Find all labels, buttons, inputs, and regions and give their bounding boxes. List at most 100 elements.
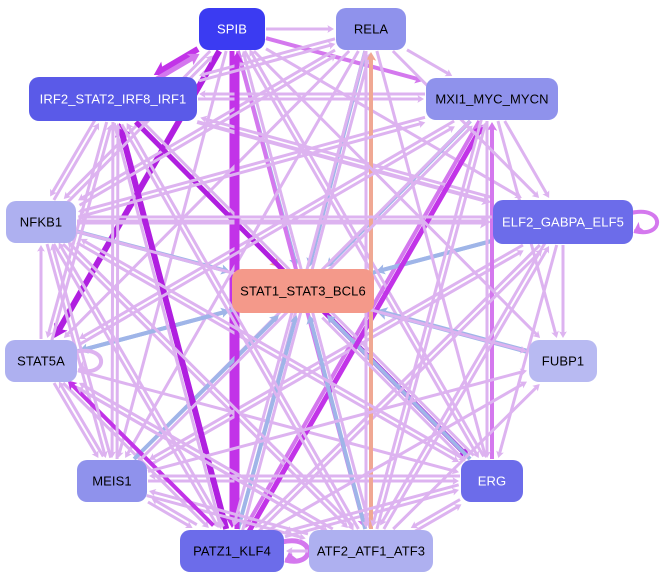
edge-STAT1_STAT3_BCL6-to-PATZ1_KLF4 (231, 312, 294, 527)
edge-MEIS1-to-PATZ1_KLF4 (147, 500, 193, 529)
node-background[interactable] (309, 530, 433, 572)
arrowhead-icon (78, 193, 86, 201)
arrowhead-icon (58, 381, 66, 390)
arrowhead-icon (306, 315, 317, 325)
edge-line (375, 125, 487, 530)
arrowhead-icon (79, 382, 87, 390)
edge-STAT5A-to-NFKB1 (37, 245, 45, 339)
arrowhead-icon (452, 477, 459, 485)
edge-NFKB1-to-ATF2_ATF1_ATF3 (62, 242, 348, 528)
node-MEIS1[interactable]: MEIS1 (77, 460, 147, 502)
edge-IRF2_STAT2_IRF8_IRF1-to-STAT5A (45, 121, 109, 338)
arrowhead-icon (50, 243, 58, 252)
arrowhead-icon (211, 520, 219, 528)
edge-line (83, 239, 464, 460)
edge-STAT5A-to-IRF2_STAT2_IRF8_IRF1 (50, 124, 114, 341)
arrowhead-icon (519, 368, 527, 377)
node-SPIB[interactable]: SPIB (199, 8, 265, 50)
arrowhead-icon (200, 115, 208, 124)
edge-line (151, 243, 524, 460)
arrowhead-icon (531, 190, 540, 198)
arrowhead-icon (542, 246, 550, 254)
edge-line (52, 243, 218, 526)
edge-line (252, 49, 539, 337)
edge-line (147, 370, 524, 473)
arrowhead-icon (50, 188, 57, 197)
arrowhead-icon (496, 450, 504, 458)
node-RELA[interactable]: RELA (336, 8, 406, 50)
node-STAT5A[interactable]: STAT5A (5, 340, 77, 382)
edge-PATZ1_KLF4-to-FUBP1 (269, 381, 527, 531)
node-background[interactable] (199, 8, 265, 50)
edge-ATF2_ATF1_ATF3-to-ELF2_GABPA_ELF5 (382, 246, 550, 530)
arrowhead-icon (151, 498, 160, 505)
edge-line (115, 127, 120, 460)
edge-line (77, 122, 422, 219)
edge-line (202, 37, 336, 77)
node-PATZ1_KLF4[interactable]: PATZ1_KLF4 (180, 530, 284, 572)
arrowhead-icon (285, 548, 298, 560)
node-background[interactable] (426, 78, 558, 120)
arrowhead-icon (516, 250, 524, 258)
node-background[interactable] (529, 340, 597, 382)
arrowhead-icon (451, 487, 459, 496)
node-FUBP1[interactable]: FUBP1 (529, 340, 597, 382)
node-ATF2_ATF1_ATF3[interactable]: ATF2_ATF1_ATF3 (309, 530, 433, 572)
arrowhead-icon (114, 123, 122, 130)
node-background[interactable] (29, 77, 197, 121)
edge-line (198, 43, 332, 83)
arrowhead-icon (472, 450, 479, 458)
arrowhead-icon (149, 488, 157, 497)
edge-line (79, 387, 332, 535)
arrowhead-icon (444, 69, 453, 77)
edge-MEIS1-to-STAT1_STAT3_BCL6 (132, 315, 279, 461)
edge-line (250, 52, 485, 458)
node-IRF2_STAT2_IRF8_IRF1[interactable]: IRF2_STAT2_IRF8_IRF1 (29, 77, 197, 121)
node-STAT1_STAT3_BCL6[interactable]: STAT1_STAT3_BCL6 (232, 269, 374, 313)
arrowhead-icon (453, 504, 462, 512)
node-background[interactable] (77, 460, 147, 502)
arrowhead-icon (184, 521, 193, 529)
edge-line (203, 117, 494, 200)
node-background[interactable] (461, 460, 523, 502)
arrowhead-icon (519, 345, 527, 354)
edge-line (59, 384, 105, 458)
node-NFKB1[interactable]: NFKB1 (6, 201, 76, 243)
node-MXI1_MYC_MYCN[interactable]: MXI1_MYC_MYCN (426, 78, 558, 120)
edge-NFKB1-to-RELA (78, 54, 337, 207)
arrowhead-icon (380, 517, 387, 526)
edge-line (413, 498, 461, 528)
node-background[interactable] (180, 530, 284, 572)
arrowhead-icon (153, 61, 170, 76)
node-background[interactable] (336, 8, 406, 50)
edge-line (154, 499, 198, 526)
node-ERG[interactable]: ERG (461, 460, 523, 502)
arrowhead-icon (186, 53, 200, 66)
arrowhead-icon (551, 330, 559, 338)
arrowhead-icon (327, 41, 336, 50)
edge-line (51, 247, 113, 459)
edge-line (78, 55, 334, 207)
node-ELF2_GABPA_ELF5[interactable]: ELF2_GABPA_ELF5 (493, 200, 633, 244)
edge-ELF2_GABPA_ELF5-to-NFKB1 (78, 213, 492, 221)
edge-MEIS1-to-ERG (148, 477, 459, 485)
arrowhead-icon (634, 221, 645, 231)
node-background[interactable] (6, 201, 76, 243)
node-background[interactable] (493, 200, 633, 244)
edge-MEIS1-to-STAT5A (58, 381, 105, 458)
arrowhead-icon (37, 245, 45, 252)
edge-line (246, 120, 482, 525)
edge-ATF2_ATF1_ATF3-to-ERG (410, 504, 462, 535)
edge-line (391, 49, 538, 197)
node-background[interactable] (5, 340, 77, 382)
arrowhead-icon (79, 332, 87, 339)
edge-line (70, 382, 215, 527)
arrowhead-icon (249, 49, 257, 58)
node-background[interactable] (232, 269, 374, 313)
edge-PATZ1_KLF4-to-PATZ1_KLF4 (281, 538, 311, 564)
edge-line (159, 46, 200, 74)
arrowhead-icon (365, 52, 377, 61)
arrowhead-icon (76, 387, 85, 394)
arrowhead-icon (91, 450, 99, 458)
edge-IRF2_STAT2_IRF8_IRF1-to-NFKB1 (50, 118, 97, 197)
